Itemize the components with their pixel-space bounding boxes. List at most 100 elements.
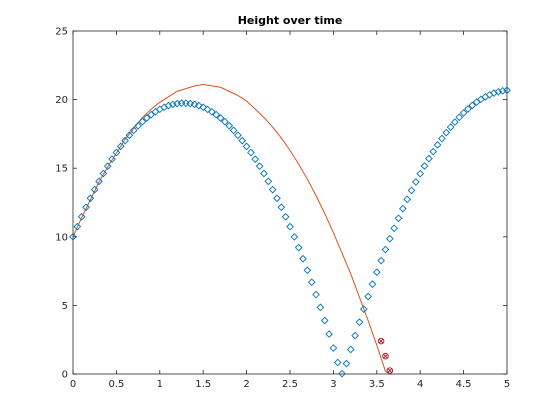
data-point-diamond xyxy=(281,212,290,221)
data-point-diamond xyxy=(359,305,368,313)
data-point-diamond xyxy=(351,331,359,340)
data-point-diamond xyxy=(438,134,446,143)
data-point-diamond xyxy=(229,126,238,135)
data-point-diamond xyxy=(212,110,221,119)
data-point-diamond xyxy=(490,89,498,97)
data-point-diamond xyxy=(260,169,268,178)
y-tick-label: 0 xyxy=(62,370,68,381)
data-point-diamond xyxy=(329,344,338,352)
data-point-diamond xyxy=(468,101,477,110)
data-point-diamond xyxy=(294,243,303,252)
data-point-diamond xyxy=(225,121,234,130)
y-axis-ticks xyxy=(73,30,507,375)
y-tick-label: 5 xyxy=(62,301,68,312)
data-point-diamond xyxy=(238,136,247,145)
data-point-diamond xyxy=(320,316,329,325)
data-point-diamond xyxy=(195,101,203,110)
data-point-diamond xyxy=(503,86,511,95)
x-tick-label: 4.5 xyxy=(456,379,472,390)
data-point-diamond xyxy=(416,169,425,178)
data-point-diamond xyxy=(125,131,134,140)
data-point-diamond xyxy=(364,292,372,301)
data-point-diamond xyxy=(90,185,99,194)
data-point-diamond xyxy=(385,234,394,243)
data-point-diamond xyxy=(325,330,333,338)
y-axis-tick-labels: 0 5 10 15 20 25 xyxy=(55,27,68,381)
y-tick-label: 25 xyxy=(55,27,68,38)
x-tick-label: 5 xyxy=(504,379,510,390)
x-tick-label: 2.5 xyxy=(282,379,298,390)
series-line xyxy=(72,84,391,375)
data-point-diamond xyxy=(455,113,464,122)
data-point-diamond xyxy=(134,121,142,130)
data-point-diamond xyxy=(77,212,86,221)
data-point-diamond xyxy=(203,105,212,114)
data-point-circle-x xyxy=(382,352,389,360)
y-tick-label: 10 xyxy=(55,232,68,243)
data-point-diamond xyxy=(346,345,355,354)
data-point-diamond xyxy=(299,254,307,263)
data-point-diamond xyxy=(372,268,381,277)
data-point-diamond xyxy=(412,178,420,186)
data-point-diamond xyxy=(199,103,208,112)
data-point-diamond xyxy=(255,162,264,170)
x-tick-label: 0 xyxy=(70,379,76,390)
x-tick-label: 0.5 xyxy=(108,379,124,390)
data-point-diamond xyxy=(425,154,433,163)
data-point-diamond xyxy=(147,110,155,119)
data-point-diamond xyxy=(251,155,260,163)
x-tick-label: 3.5 xyxy=(369,379,385,390)
data-point-diamond xyxy=(116,142,125,151)
x-tick-label: 1 xyxy=(157,379,163,390)
data-point-diamond xyxy=(446,123,455,132)
data-point-diamond xyxy=(95,177,103,186)
data-point-diamond xyxy=(333,358,342,367)
data-point-diamond xyxy=(208,107,216,116)
data-point-diamond xyxy=(494,87,503,96)
data-point-diamond xyxy=(429,147,438,156)
data-point-diamond xyxy=(69,232,77,241)
x-axis-tick-labels: 0 0.5 1 1.5 2 2.5 3 3.5 4 4.5 5 xyxy=(70,379,510,390)
data-point-diamond xyxy=(108,155,116,163)
axes-box xyxy=(72,30,508,375)
data-point-diamond xyxy=(442,128,451,137)
data-point-diamond xyxy=(216,114,225,122)
data-point-diamond xyxy=(268,185,277,194)
data-point-diamond xyxy=(103,162,112,170)
data-point-diamond xyxy=(112,148,121,157)
data-point-diamond xyxy=(451,118,459,126)
data-point-diamond xyxy=(464,105,472,113)
data-point-diamond xyxy=(394,214,403,223)
data-point-diamond xyxy=(307,278,316,287)
data-point-diamond xyxy=(164,101,173,110)
data-point-diamond xyxy=(403,195,412,204)
x-tick-label: 2 xyxy=(243,379,249,390)
data-point-diamond xyxy=(381,245,390,254)
data-point-diamond xyxy=(377,256,385,265)
data-point-diamond xyxy=(459,109,468,117)
data-point-circle-x xyxy=(386,367,394,374)
data-point-diamond xyxy=(121,136,129,145)
data-point-diamond xyxy=(73,222,82,231)
y-tick-label: 15 xyxy=(55,164,68,175)
data-point-diamond xyxy=(368,280,377,288)
data-point-diamond xyxy=(186,99,195,108)
series-layer xyxy=(69,84,511,378)
data-point-diamond xyxy=(82,203,90,212)
data-point-diamond xyxy=(286,222,294,231)
data-point-diamond xyxy=(190,100,199,109)
chart-title: Height over time xyxy=(238,14,343,27)
data-point-diamond xyxy=(399,204,407,213)
y-tick-label: 20 xyxy=(55,95,68,106)
data-point-diamond xyxy=(129,126,138,135)
data-point-diamond xyxy=(242,142,251,151)
data-point-diamond xyxy=(168,100,177,109)
data-point-diamond xyxy=(290,233,299,241)
data-point-diamond xyxy=(420,162,429,170)
data-point-diamond xyxy=(407,186,416,195)
data-point-circle-x xyxy=(377,337,385,345)
x-tick-label: 1.5 xyxy=(195,379,211,390)
data-point-diamond xyxy=(316,303,325,312)
data-point-diamond xyxy=(472,98,481,106)
